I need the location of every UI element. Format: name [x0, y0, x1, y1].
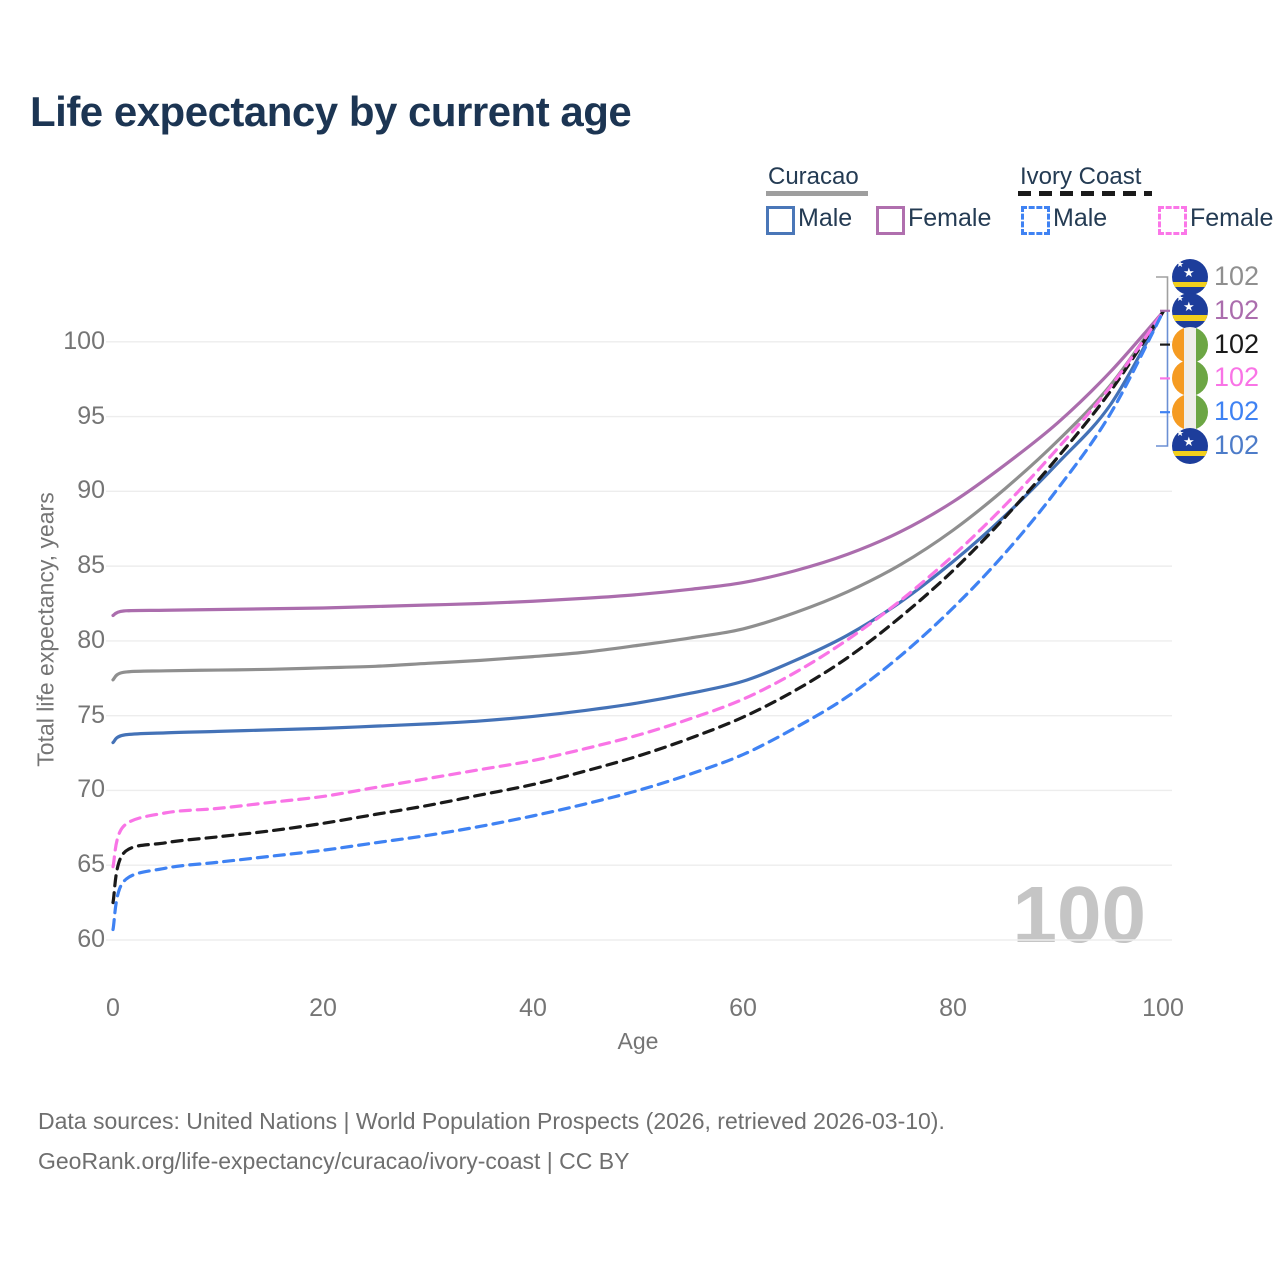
leader-bracket-bottom [1156, 310, 1169, 447]
legend-swatch-ivory-coast-female[interactable] [1158, 206, 1187, 235]
y-tick-label-60: 60 [77, 925, 105, 953]
line-curacao-male[interactable] [111, 310, 1165, 745]
ivory-coast-flag-icon [1172, 360, 1208, 397]
end-label-value-ivory-coast-both: 102 [1214, 328, 1260, 359]
x-tick-label-20: 20 [309, 994, 337, 1022]
legend-label-ivory-coast-male[interactable]: Male [1053, 204, 1108, 232]
legend-underline-curacao [766, 191, 868, 196]
page-title: Life expectancy by current age [30, 88, 632, 135]
x-axis-title: Age [617, 1028, 659, 1054]
y-tick-label-90: 90 [77, 476, 105, 505]
watermark-age-100: 100 [1012, 870, 1146, 959]
footer-attribution: GeoRank.org/life-expectancy/curacao/ivor… [38, 1148, 630, 1174]
curacao-flag-icon: ★ ★ [1172, 428, 1208, 464]
end-label-value-curacao-male: 102 [1214, 430, 1260, 460]
legend-underline-ivory-coast [1018, 191, 1152, 196]
leader-bracket-top [1156, 276, 1169, 311]
ivory-coast-flag-icon [1172, 394, 1208, 431]
curacao-flag-icon: ★ ★ [1172, 259, 1208, 295]
legend-label-curacao-male[interactable]: Male [798, 204, 853, 232]
y-tick-label-80: 80 [77, 625, 105, 654]
y-tick-label-100: 100 [63, 326, 105, 355]
line-ivory-coast-male[interactable] [111, 310, 1165, 932]
y-tick-label-85: 85 [77, 551, 105, 580]
line-curacao-female[interactable] [111, 310, 1165, 618]
legend-group-ivory-coast[interactable]: Ivory Coast [1020, 163, 1142, 190]
y-tick-label-95: 95 [77, 401, 105, 430]
legend-label-ivory-coast-female[interactable]: Female [1190, 204, 1274, 232]
line-ivory-coast-female[interactable] [111, 310, 1165, 869]
x-tick-label-100: 100 [1142, 994, 1184, 1022]
x-tick-label-60: 60 [729, 994, 757, 1022]
end-label-value-ivory-coast-male: 102 [1214, 396, 1260, 427]
legend-swatch-ivory-coast-male[interactable] [1021, 206, 1050, 235]
legend-swatch-curacao-female[interactable] [876, 206, 905, 235]
x-tick-label-80: 80 [939, 994, 967, 1022]
end-label-value-curacao-female: 102 [1214, 294, 1260, 325]
legend-group-curacao[interactable]: Curacao [768, 163, 859, 190]
y-tick-label-70: 70 [77, 775, 105, 804]
legend-label-curacao-female[interactable]: Female [908, 204, 992, 232]
x-tick-label-0: 0 [106, 994, 120, 1022]
legend-swatch-curacao-male[interactable] [766, 206, 795, 235]
x-tick-label-40: 40 [519, 994, 547, 1022]
end-label-value-curacao-both: 102 [1214, 261, 1260, 291]
curacao-flag-icon: ★ ★ [1172, 292, 1208, 329]
ivory-coast-flag-icon [1172, 326, 1208, 363]
line-curacao-both[interactable] [111, 310, 1165, 682]
end-label-value-ivory-coast-female: 102 [1214, 362, 1260, 393]
y-tick-label-65: 65 [77, 850, 105, 879]
y-tick-label-75: 75 [77, 700, 105, 729]
footer-data-sources: Data sources: United Nations | World Pop… [38, 1108, 945, 1134]
